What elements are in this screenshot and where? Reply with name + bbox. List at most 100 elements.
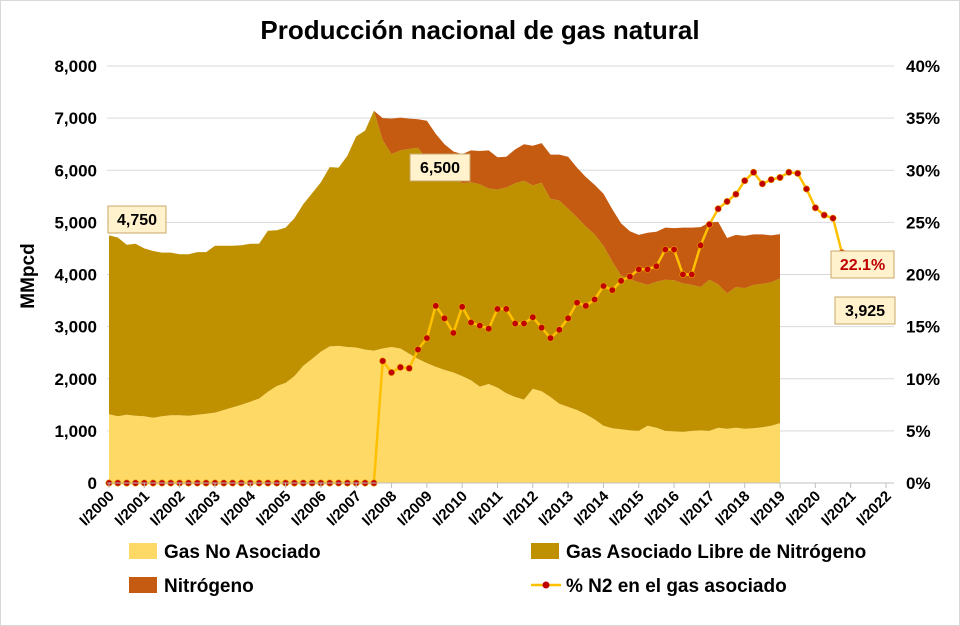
line-point xyxy=(750,168,758,176)
area-nitr-geno xyxy=(109,110,780,294)
y-tick-label: 3,000 xyxy=(54,318,97,337)
callouts: 4,750 6,500 3,925 22.1% xyxy=(107,153,896,325)
x-tick-label: I/2008 xyxy=(359,488,401,530)
x-tick-label: I/2020 xyxy=(783,488,825,530)
x-tick-label: I/2017 xyxy=(677,488,719,530)
line-point xyxy=(458,303,466,311)
x-tick-label: I/2016 xyxy=(641,488,683,530)
legend-swatch xyxy=(129,577,157,593)
y-tick-label: 6,000 xyxy=(54,161,97,180)
line-point xyxy=(767,176,775,184)
line-point xyxy=(440,314,448,322)
line-point xyxy=(511,319,519,327)
y-tick-label: 7,000 xyxy=(54,109,97,128)
legend-label: % N2 en el gas asociado xyxy=(566,576,787,597)
line-point xyxy=(591,295,599,303)
line-point xyxy=(776,174,784,182)
y2-tick-label: 15% xyxy=(906,318,940,337)
line-point xyxy=(555,326,563,334)
line-point xyxy=(732,190,740,198)
line-point xyxy=(829,214,837,222)
line-point xyxy=(608,286,616,294)
line-point xyxy=(573,299,581,307)
y2-tick-label: 25% xyxy=(906,213,940,232)
callout-label: 3,925 xyxy=(845,303,885,320)
line-point xyxy=(396,363,404,371)
x-tick-label: I/2006 xyxy=(288,488,330,530)
legend-label: Gas No Asociado xyxy=(164,542,321,563)
line-point xyxy=(679,270,687,278)
line-point xyxy=(476,322,484,330)
line-point xyxy=(785,168,793,176)
y-tick-label: 2,000 xyxy=(54,370,97,389)
line-point xyxy=(626,273,634,281)
x-tick-label: I/2019 xyxy=(747,488,789,530)
callout-box xyxy=(830,250,895,279)
x-tick-label: I/2011 xyxy=(465,488,506,529)
line-point xyxy=(635,265,643,273)
line-point xyxy=(758,180,766,188)
x-tick-label: I/2009 xyxy=(394,488,436,530)
y2-tick-label: 10% xyxy=(906,370,940,389)
y-tick-label: 1,000 xyxy=(54,422,97,441)
line-point xyxy=(379,357,387,365)
line-point xyxy=(661,246,669,254)
line-point xyxy=(467,318,475,326)
x-tick-label: I/2013 xyxy=(535,488,577,530)
line-point xyxy=(423,334,431,342)
callout-label: 4,750 xyxy=(117,212,157,229)
line-point xyxy=(449,329,457,337)
x-tick-label: I/2000 xyxy=(76,488,118,530)
legend: Gas No Asociado Gas Asociado Libre de Nit… xyxy=(129,542,866,597)
x-tick-label: I/2004 xyxy=(218,487,260,529)
y2-tick-label: 40% xyxy=(906,57,940,76)
y-tick-label: 5,000 xyxy=(54,213,97,232)
line-point xyxy=(741,177,749,185)
x-tick-label: I/2012 xyxy=(500,488,542,530)
line-point xyxy=(714,205,722,213)
callout-label: 6,500 xyxy=(420,160,460,177)
y-tick-label: 0 xyxy=(88,474,97,493)
line-point xyxy=(502,305,510,313)
y-axis-label: MMpcd xyxy=(18,243,39,308)
y2-tick-label: 20% xyxy=(906,266,940,285)
line-point xyxy=(387,368,395,376)
y2-tick-label: 35% xyxy=(906,109,940,128)
line-point xyxy=(493,305,501,313)
line-point xyxy=(820,211,828,219)
x-tick-label: I/2018 xyxy=(712,488,754,530)
x-tick-label: I/2015 xyxy=(606,488,648,530)
line-point xyxy=(546,334,554,342)
area-gas-no-asociado xyxy=(109,345,780,483)
callout-box xyxy=(409,153,471,182)
x-tick-label: I/2002 xyxy=(147,488,189,530)
line-point xyxy=(582,302,590,310)
line-point xyxy=(794,169,802,177)
line-point xyxy=(802,185,810,193)
legend-marker xyxy=(542,581,550,589)
line-point xyxy=(697,241,705,249)
area-gas-asociado-libre-de-nitr-geno xyxy=(109,110,780,432)
x-tick-label: I/2001 xyxy=(112,488,154,530)
legend-label: Nitrógeno xyxy=(164,576,254,597)
x-tick-label: I/2014 xyxy=(571,487,613,529)
line-point xyxy=(414,346,422,354)
y2-tick-label: 30% xyxy=(906,161,940,180)
line-point xyxy=(538,324,546,332)
legend-label: Gas Asociado Libre de Nitrógeno xyxy=(566,542,866,563)
line-point xyxy=(688,270,696,278)
legend-swatch xyxy=(531,543,559,559)
callout-box xyxy=(834,296,896,325)
line-point xyxy=(485,325,493,333)
x-tick-label: I/2005 xyxy=(253,488,295,530)
line-point xyxy=(564,314,572,322)
x-tick-label: I/2022 xyxy=(853,488,895,530)
x-tick-label: I/2007 xyxy=(324,488,366,530)
x-tick-label: I/2010 xyxy=(430,488,472,530)
callout-box xyxy=(107,205,167,234)
y2-tick-label: 5% xyxy=(906,422,931,441)
line-point xyxy=(617,277,625,285)
line-point xyxy=(811,204,819,212)
line-point xyxy=(670,246,678,254)
